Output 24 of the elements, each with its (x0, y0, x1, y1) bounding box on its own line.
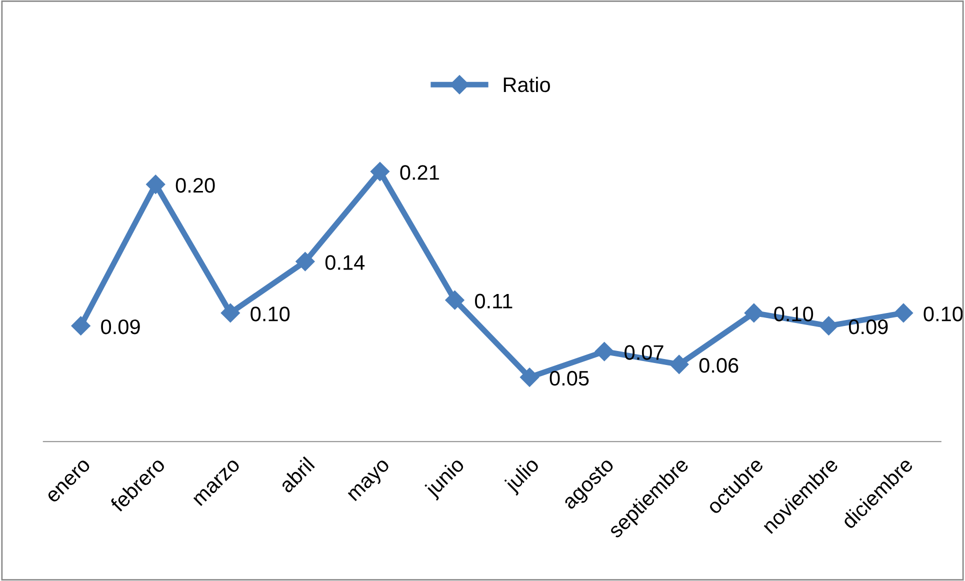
point (370, 162, 390, 182)
point (819, 316, 838, 336)
point (520, 368, 540, 387)
data-label: 0.05 (550, 370, 589, 386)
data-label: 0.10 (250, 306, 290, 322)
data-label: 0.11 (475, 294, 512, 308)
point (894, 303, 914, 322)
data-label: 0.14 (325, 255, 365, 270)
point (594, 342, 614, 362)
data-label: 0.21 (400, 165, 439, 180)
point (296, 252, 315, 272)
point (445, 290, 464, 310)
point (744, 303, 764, 322)
data-label: 0.06 (699, 358, 738, 373)
point (670, 354, 689, 374)
data-label: 0.20 (176, 178, 215, 193)
data-label: 0.09 (848, 319, 888, 334)
data-label: 0.09 (101, 319, 140, 334)
point (146, 174, 166, 194)
x-tick-label: julio (502, 456, 543, 496)
point (220, 303, 240, 322)
legend-label: Ratio (504, 76, 550, 92)
point (71, 316, 90, 336)
data-label: 0.10 (924, 306, 963, 322)
